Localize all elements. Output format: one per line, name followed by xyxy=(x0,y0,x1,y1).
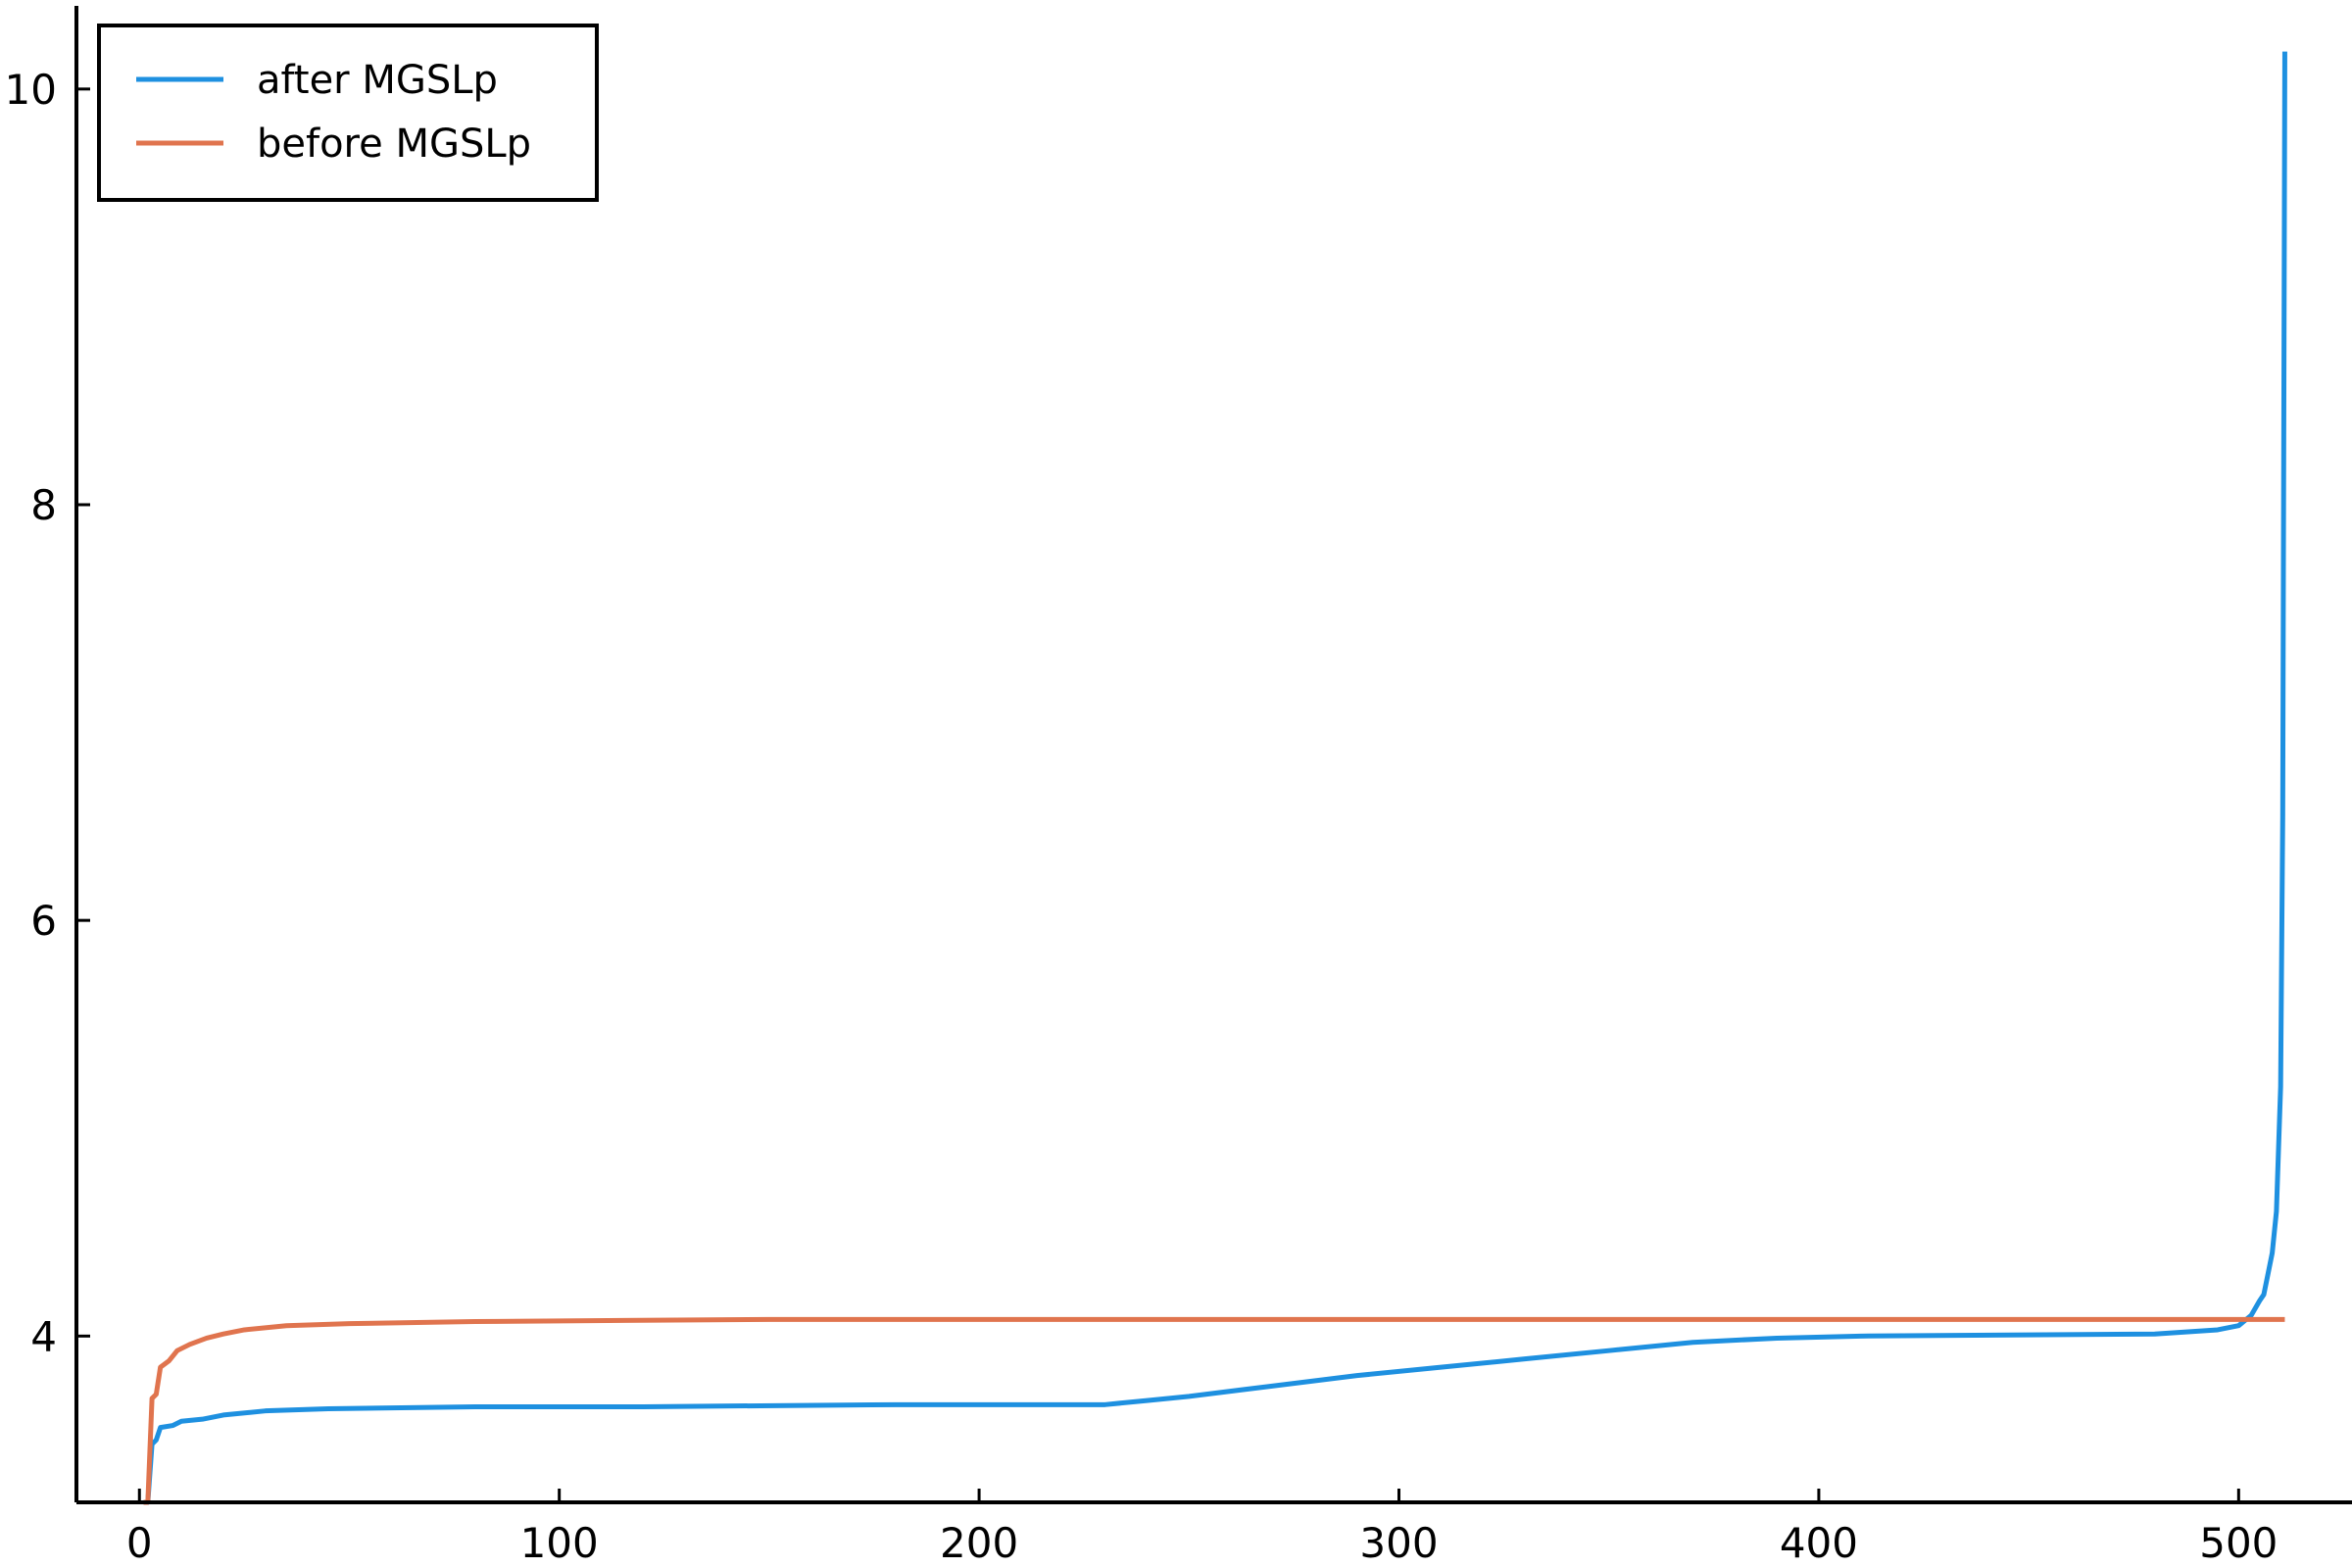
legend: after MGSLp before MGSLp xyxy=(97,24,599,202)
y-tick-label: 4 xyxy=(30,1312,57,1360)
ticks: 0 100 200 300 400 500 4 6 8 10 xyxy=(5,66,2278,1567)
x-tick-label: 100 xyxy=(520,1519,599,1567)
axes xyxy=(74,6,2352,1504)
series-line-before-mgslp xyxy=(143,1316,2285,1505)
legend-label-after-mgslp: after MGSLp xyxy=(257,58,498,103)
x-tick-label: 500 xyxy=(2199,1519,2278,1567)
series-line-after-mgslp xyxy=(143,51,2287,1505)
legend-label-before-mgslp: before MGSLp xyxy=(257,122,531,167)
series-layer xyxy=(143,51,2287,1505)
y-tick-label: 8 xyxy=(30,481,57,529)
legend-box xyxy=(97,24,599,202)
y-tick-label: 6 xyxy=(30,897,57,945)
y-tick-label: 10 xyxy=(5,66,57,114)
x-tick-label: 300 xyxy=(1359,1519,1438,1567)
x-tick-label: 200 xyxy=(940,1519,1018,1567)
x-tick-label: 0 xyxy=(126,1519,153,1567)
x-tick-label: 400 xyxy=(1780,1519,1858,1567)
